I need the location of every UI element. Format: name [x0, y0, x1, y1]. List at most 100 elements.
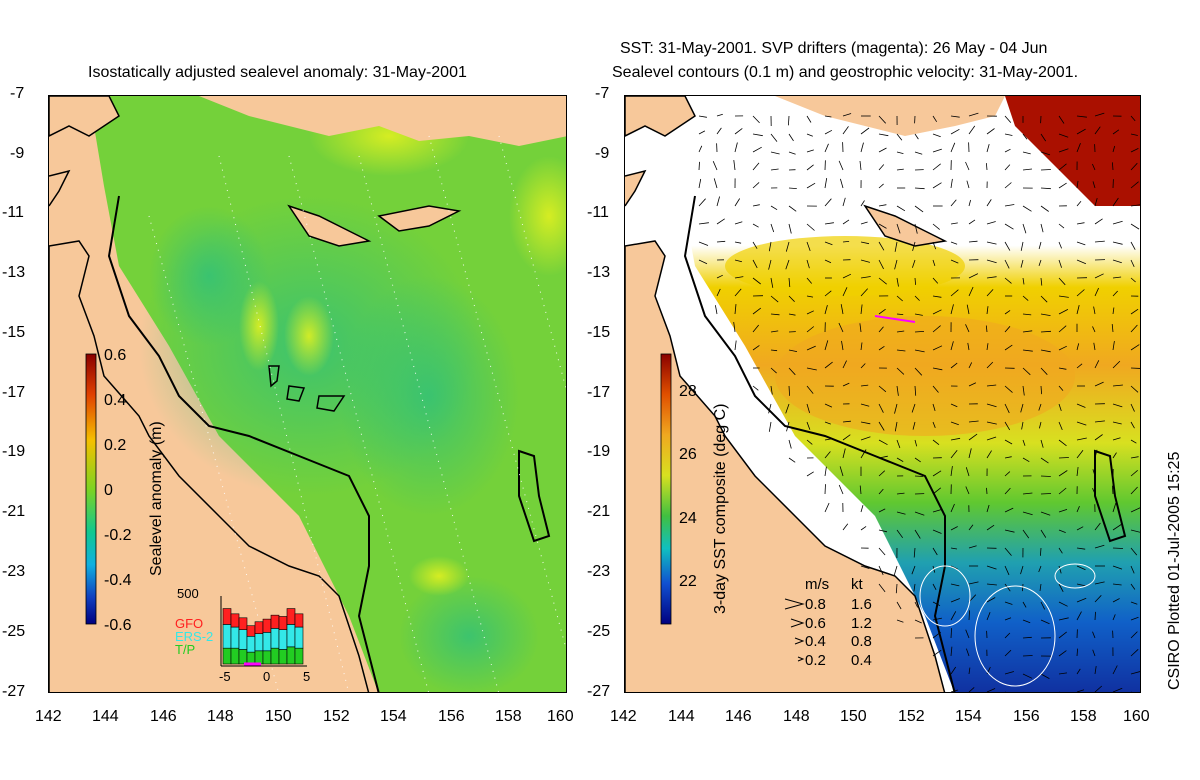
velocity-vector — [914, 457, 921, 463]
velocity-kt: 0.4 — [851, 652, 872, 669]
velocity-vector — [788, 277, 791, 288]
velocity-vector — [842, 273, 852, 279]
velocity-vector — [1092, 488, 1096, 495]
velocity-vector — [1058, 470, 1068, 477]
velocity-vector — [1058, 650, 1067, 657]
velocity-vector — [1130, 148, 1139, 153]
velocity-vector — [986, 612, 991, 621]
velocity-vector — [986, 128, 995, 135]
velocity-vector — [806, 367, 817, 371]
velocity-vector — [824, 403, 833, 408]
velocity-vector — [768, 241, 772, 252]
inset-legend-gfo: GFO — [175, 616, 203, 631]
velocity-vector — [1130, 162, 1138, 171]
velocity-vector — [1076, 289, 1085, 297]
velocity-ms: 0.6 — [805, 615, 826, 632]
velocity-vector — [968, 199, 971, 207]
velocity-vector — [1058, 133, 1069, 138]
velocity-vector — [878, 241, 885, 251]
velocity-vector — [1130, 223, 1140, 230]
inset-xtick: 5 — [303, 669, 310, 684]
velocity-vector — [932, 223, 940, 230]
velocity-vector — [859, 160, 862, 171]
velocity-vector — [806, 164, 814, 171]
velocity-vector — [716, 218, 725, 225]
velocity-vector — [968, 545, 977, 549]
velocity-vector — [1112, 665, 1118, 675]
velocity-vector — [770, 367, 777, 374]
velocity-vector — [1040, 475, 1051, 477]
velocity-vector — [1130, 671, 1140, 675]
right-ytick: -7 — [595, 85, 610, 102]
velocity-vector — [752, 241, 758, 249]
velocity-vector — [986, 565, 997, 570]
inset-ymax-label: 500 — [177, 586, 199, 601]
velocity-vector — [1022, 330, 1033, 333]
velocity-vector — [752, 277, 761, 285]
velocity-vector — [1076, 689, 1085, 692]
right-ytick: -13 — [587, 264, 611, 281]
histogram-bar-gfo — [278, 616, 288, 630]
velocity-vector — [1112, 452, 1117, 459]
velocity-vector — [1039, 421, 1042, 429]
velocity-vector — [968, 240, 978, 243]
velocity-vector — [1022, 349, 1033, 352]
velocity-vector — [770, 295, 779, 303]
velocity-vector — [1058, 421, 1063, 431]
velocity-vector — [1076, 526, 1084, 531]
velocity-vector — [698, 198, 706, 207]
velocity-vector — [1004, 565, 1010, 576]
velocity-vector — [965, 629, 970, 639]
velocity-vector — [785, 403, 790, 414]
velocity-vector — [1076, 648, 1078, 657]
velocity-vector — [896, 277, 899, 287]
velocity-vector — [1112, 403, 1123, 408]
velocity-vector — [752, 115, 760, 124]
velocity-vector — [896, 330, 905, 333]
velocity-vector — [878, 326, 884, 333]
velocity-vector — [878, 277, 887, 285]
histogram-bar-tp — [222, 647, 232, 665]
velocity-vector — [932, 295, 942, 298]
velocity-vector — [1040, 277, 1043, 286]
velocity-vector — [914, 331, 925, 333]
histogram-bar-ers2 — [254, 633, 264, 652]
left-xtick: 160 — [547, 708, 574, 725]
velocity-vector — [1038, 565, 1042, 573]
velocity-vector — [986, 306, 989, 315]
velocity-vector — [932, 439, 940, 446]
velocity-vector — [932, 529, 942, 534]
velocity-vector — [1004, 507, 1014, 513]
left-ytick: -19 — [2, 443, 26, 460]
velocity-vector — [896, 367, 905, 375]
velocity-vector — [1092, 163, 1096, 171]
velocity-vector — [734, 276, 744, 279]
velocity-vector — [1076, 611, 1082, 621]
velocity-vector — [1058, 345, 1067, 351]
velocity-vector — [1130, 241, 1136, 250]
velocity-vector — [896, 223, 901, 234]
velocity-vector — [950, 222, 958, 225]
velocity-vector — [712, 161, 718, 171]
sla-colorbar-tick: -0.2 — [104, 527, 132, 544]
sla-colorbar-tick: 0.2 — [104, 437, 126, 454]
velocity-vector — [806, 277, 813, 284]
velocity-vector — [733, 322, 736, 333]
velocity-vector — [785, 241, 790, 252]
histogram-bar-gfo — [254, 621, 264, 634]
velocity-vector — [894, 421, 898, 432]
velocity-vector — [1094, 240, 1105, 243]
velocity-vector — [1094, 287, 1099, 297]
velocity-vector — [1004, 583, 1011, 592]
velocity-vector — [1058, 672, 1068, 675]
velocity-vector — [878, 345, 885, 351]
plot-credit: CSIRO Plotted 01-Jul-2005 15:25 — [1166, 451, 1183, 690]
velocity-vector — [950, 646, 953, 657]
velocity-vector — [912, 241, 916, 252]
velocity-vector — [950, 341, 954, 351]
velocity-vector — [914, 475, 924, 477]
velocity-vector — [878, 115, 886, 124]
velocity-vector — [860, 403, 870, 407]
right-xtick: 156 — [1013, 708, 1040, 725]
velocity-vector — [968, 362, 973, 369]
